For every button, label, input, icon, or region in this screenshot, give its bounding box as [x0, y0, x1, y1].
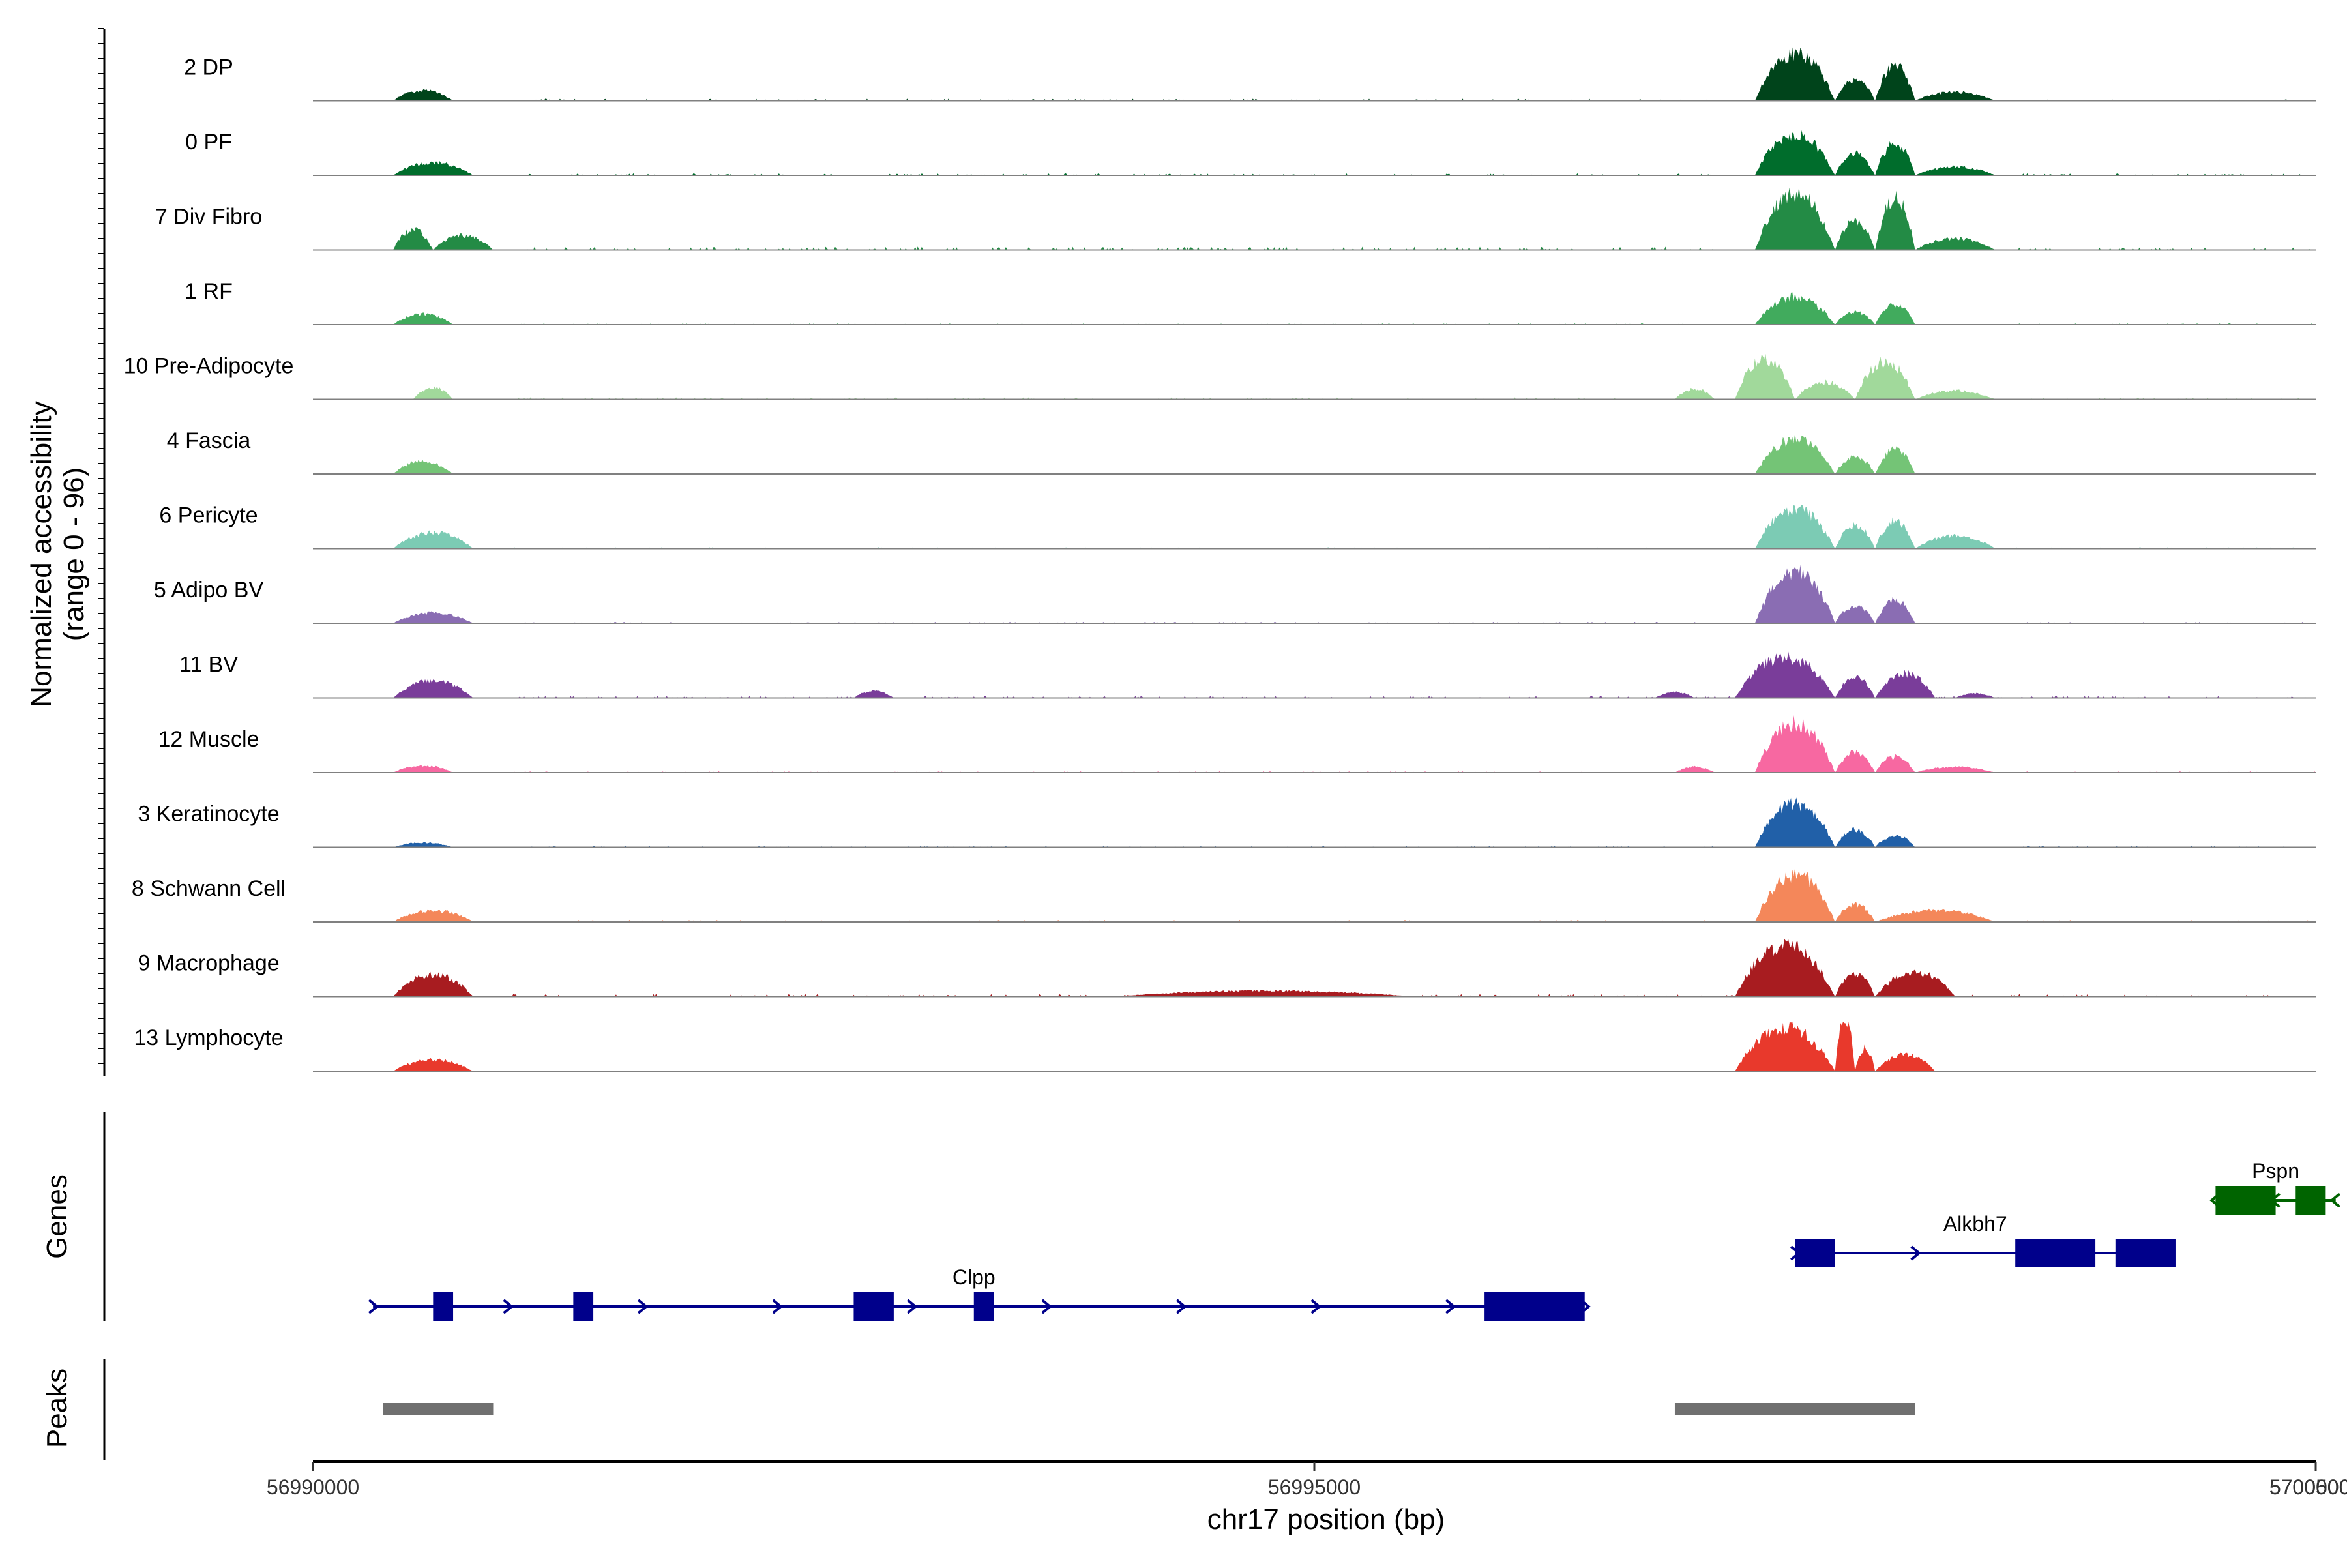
coverage-area — [313, 565, 2316, 623]
track-10-pre-adipocyte: 10 Pre-Adipocyte — [124, 354, 2316, 400]
track-12-muscle: 12 Muscle — [158, 715, 2316, 773]
coverage-area — [313, 130, 2316, 175]
strand-arrow-icon — [906, 1299, 918, 1314]
genes-track: ClppAlkbh7PspnGtf2f1 — [103, 1112, 2341, 1321]
strand-arrow-icon — [503, 1299, 514, 1314]
track-0-pf: 0 PF — [185, 130, 2316, 176]
strand-arrow-icon — [637, 1299, 649, 1314]
x-tick-label: 56995000 — [1268, 1475, 1361, 1499]
coverage-area — [313, 715, 2316, 773]
gene-alkbh7: Alkbh7 — [1790, 1212, 2176, 1267]
track-6-pericyte: 6 Pericyte — [159, 503, 2316, 550]
track-13-lymphocyte: 13 Lymphocyte — [134, 1022, 2316, 1072]
x-tick-label: 57005000 — [2269, 1475, 2347, 1499]
track-label: 12 Muscle — [158, 727, 259, 752]
gene-label: Clpp — [952, 1265, 996, 1289]
track-11-bv: 11 BV — [179, 651, 2316, 699]
coverage-area — [313, 939, 2316, 997]
gene-clpp: Clpp — [368, 1265, 1591, 1321]
called-peak — [1674, 1403, 1915, 1415]
coverage-area — [313, 651, 2316, 698]
gene-pspn: Pspn — [2209, 1159, 2341, 1215]
coverage-tracks: 2 DP 0 PF 7 Div Fibro 1 RF 10 Pre-Adipocyte 4… — [124, 47, 2316, 1072]
coverage-area — [313, 1022, 2316, 1071]
track-label: 7 Div Fibro — [155, 205, 262, 229]
called-peak — [383, 1403, 494, 1415]
coverage-area — [313, 47, 2316, 101]
track-label: 2 DP — [184, 55, 233, 80]
track-label: 8 Schwann Cell — [132, 876, 286, 901]
track-label: 0 PF — [185, 130, 232, 155]
track-3-keratinocyte: 3 Keratinocyte — [138, 797, 2316, 848]
strand-arrow-icon — [1175, 1299, 1187, 1314]
strand-arrow-icon — [2329, 1192, 2341, 1208]
gene-exon — [2215, 1186, 2276, 1215]
x-tick-label: 56990000 — [267, 1475, 359, 1499]
coverage-area — [313, 505, 2316, 549]
track-label: 5 Adipo BV — [154, 578, 264, 602]
gene-exon — [1795, 1239, 1835, 1267]
strand-arrow-icon — [1445, 1299, 1456, 1314]
track-label: 6 Pericyte — [159, 503, 258, 528]
track-label: 13 Lymphocyte — [134, 1026, 283, 1050]
coverage-area — [313, 353, 2316, 400]
gene-label: Pspn — [2252, 1159, 2299, 1183]
peaks-track-title: Peaks — [41, 1368, 73, 1448]
strand-arrow-icon — [772, 1299, 783, 1314]
peaks-track — [103, 1359, 1915, 1460]
gene-exon — [1484, 1292, 1585, 1321]
track-5-adipo-bv: 5 Adipo BV — [154, 565, 2316, 624]
coverage-area — [313, 433, 2316, 474]
accessibility-axis — [98, 28, 106, 1076]
x-tick-label: 57000000 — [2269, 1475, 2347, 1499]
track-label: 10 Pre-Adipocyte — [124, 354, 294, 379]
track-7-div-fibro: 7 Div Fibro — [155, 186, 2316, 251]
y-axis-range: (range 0 - 96) — [58, 467, 90, 642]
coverage-area — [313, 868, 2316, 922]
gene-exon — [2115, 1239, 2176, 1267]
strand-arrow-icon — [368, 1299, 379, 1314]
coverage-area — [313, 797, 2316, 848]
strand-arrow-icon — [1910, 1245, 1921, 1261]
track-9-macrophage: 9 Macrophage — [138, 939, 2316, 998]
y-axis-title: Normalized accessibility — [25, 401, 57, 707]
track-label: 4 Fascia — [167, 428, 251, 453]
coverage-area — [313, 186, 2316, 250]
track-label: 3 Keratinocyte — [138, 802, 279, 827]
track-label: 1 RF — [185, 279, 233, 304]
coverage-area — [313, 292, 2316, 325]
gene-exon — [2015, 1239, 2096, 1267]
track-2-dp: 2 DP — [184, 47, 2316, 102]
track-4-fascia: 4 Fascia — [167, 428, 2316, 475]
track-label: 9 Macrophage — [138, 951, 279, 976]
x-axis-title: chr17 position (bp) — [1207, 1503, 1445, 1535]
gene-label: Alkbh7 — [1943, 1212, 2007, 1235]
gene-exon — [433, 1292, 454, 1321]
strand-arrow-icon — [1310, 1299, 1321, 1314]
gene-exon — [973, 1292, 994, 1321]
track-label: 11 BV — [179, 653, 238, 677]
x-axis: 56990000 56995000 5700000057005000 — [267, 1460, 2347, 1499]
gene-exon — [853, 1292, 894, 1321]
genes-track-title: Genes — [41, 1174, 73, 1259]
strand-arrow-icon — [1041, 1299, 1052, 1314]
track-1-rf: 1 RF — [185, 279, 2316, 325]
track-8-schwann-cell: 8 Schwann Cell — [132, 868, 2316, 923]
gene-exon — [573, 1292, 594, 1321]
gene-exon — [2295, 1186, 2326, 1215]
